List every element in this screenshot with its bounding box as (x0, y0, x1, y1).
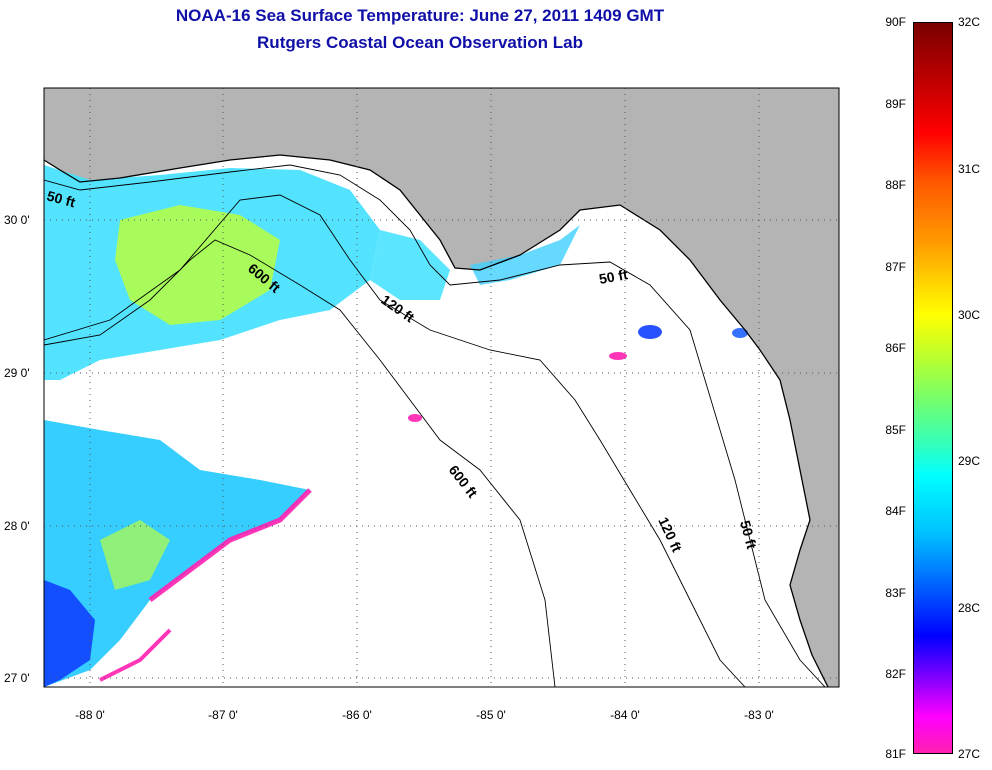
sst-pink-edge-2 (99, 628, 172, 682)
contour-120ft (44, 194, 746, 687)
lat-tick-label: 29 0' (4, 366, 30, 380)
sst-patch-sw (44, 420, 310, 687)
colorbar-f-label: 82F (885, 667, 906, 681)
lon-tick-label: -88 0' (75, 708, 105, 722)
contour-label: 50 ft (737, 519, 760, 551)
colorbar-c-label: 27C (958, 747, 981, 761)
colorbar-f-label: 87F (885, 260, 906, 274)
colorbar-c-label: 31C (958, 162, 981, 176)
lat-tick-label: 27 0' (4, 671, 30, 685)
lat-tick-label: 30 0' (4, 213, 30, 227)
coastline (44, 154, 829, 687)
colorbar-c-label: 30C (958, 308, 981, 322)
colorbar-f-label: 86F (885, 341, 906, 355)
colorbar-c-label: 28C (958, 601, 981, 615)
lon-tick-label: -86 0' (342, 708, 372, 722)
land-mass (44, 88, 839, 687)
lon-tick-label: -85 0' (476, 708, 506, 722)
title-line-2: Rutgers Coastal Ocean Observation Lab (257, 33, 583, 52)
colorbar-f-label: 85F (885, 423, 906, 437)
sst-patch-east (470, 225, 580, 285)
sst-patch-sw-warm (100, 520, 170, 590)
sst-patch-sw-cold (44, 580, 95, 687)
lat-tick-label: 28 0' (4, 519, 30, 533)
colorbar-f-label: 88F (885, 178, 906, 192)
colorbar-f-label: 89F (885, 97, 906, 111)
sst-pink-edge (148, 488, 312, 602)
graticule (44, 88, 839, 687)
colorbar-c-label: 29C (958, 454, 981, 468)
sst-spot-pink-2 (408, 414, 422, 422)
map-frame (43, 87, 840, 688)
sst-patch-nw-warm (115, 205, 280, 325)
colorbar-f-label: 83F (885, 586, 906, 600)
title-line-1: NOAA-16 Sea Surface Temperature: June 27… (175, 6, 665, 25)
sst-spot-pink (609, 352, 627, 360)
lon-tick-label: -83 0' (744, 708, 774, 722)
colorbar-f-label: 81F (885, 747, 906, 761)
colorbar-f-label: 84F (885, 504, 906, 518)
contour-label: 50 ft (598, 266, 629, 287)
sst-patch-mid (370, 230, 450, 300)
contour-50ft (44, 164, 826, 687)
colorbar-c-label: 32C (958, 15, 981, 29)
sst-spot-blue (638, 325, 662, 339)
lon-tick-label: -84 0' (610, 708, 640, 722)
colorbar-f-label: 90F (885, 15, 906, 29)
temperature-colorbar (913, 22, 953, 754)
lon-tick-label: -87 0' (208, 708, 238, 722)
contour-600ft (44, 239, 556, 687)
sst-spot-blue-2 (732, 328, 748, 338)
contour-label: 50 ft (45, 187, 77, 210)
